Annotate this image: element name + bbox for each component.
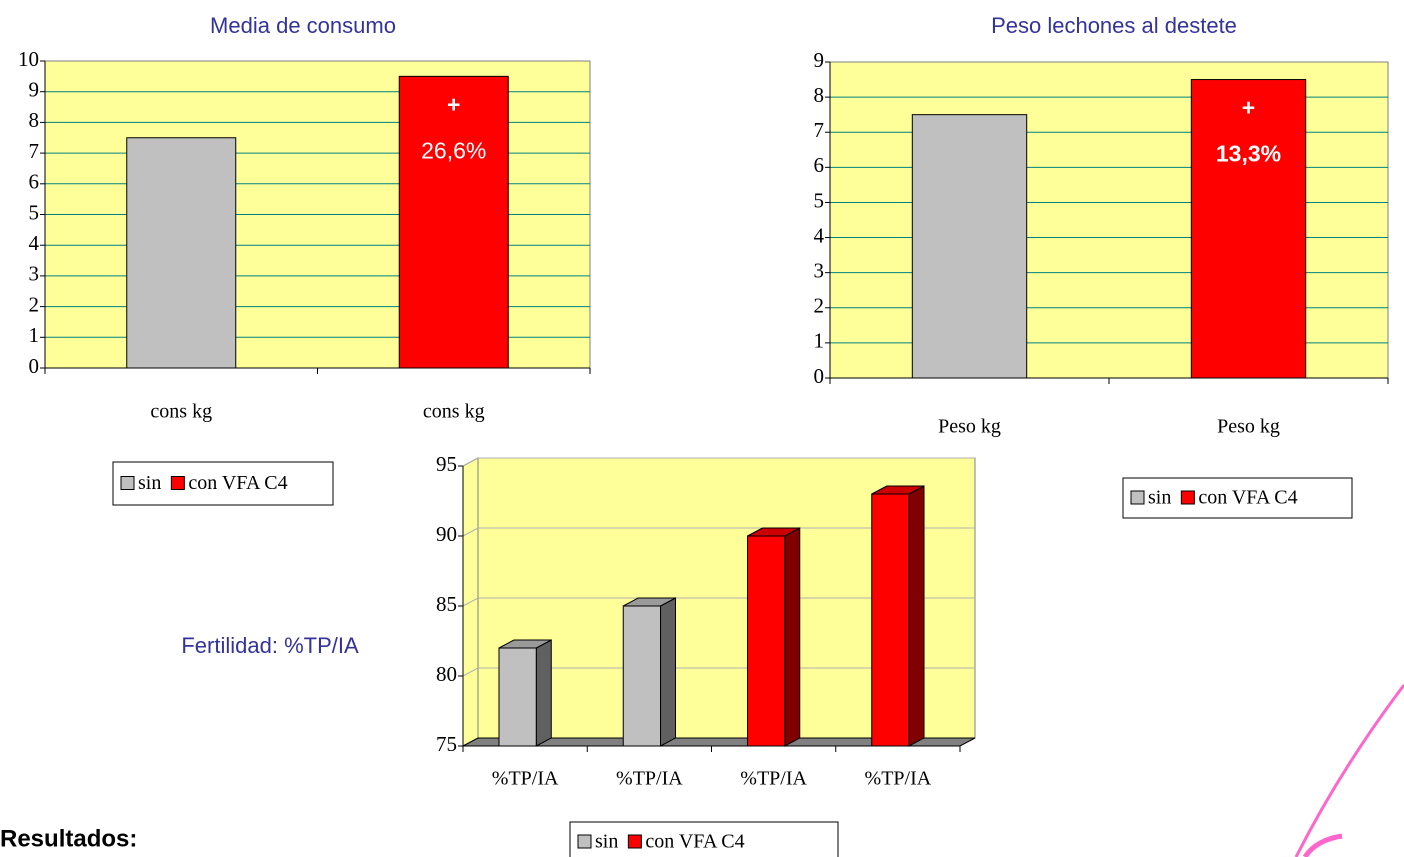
bar-side (908, 485, 925, 747)
annotation: 13,3% (1216, 141, 1281, 167)
bar-side (660, 597, 677, 747)
grid-line (462, 527, 975, 537)
legend-label: sin (595, 831, 618, 853)
annotation: + (1242, 95, 1255, 121)
legend-swatch (1180, 490, 1195, 505)
y-tick-label: 2 (29, 292, 40, 316)
x-tick-label: cons kg (150, 401, 212, 423)
y-tick-label: 2 (814, 294, 825, 318)
heading: Resultados: (0, 825, 137, 852)
legend-swatch (1130, 490, 1145, 505)
bar (1190, 79, 1307, 379)
y-tick-label: 90 (436, 522, 457, 546)
legend-box (112, 461, 334, 506)
y-tick-label: 5 (29, 200, 40, 224)
legend-swatch (170, 476, 185, 490)
x-tick-label: Peso kg (1217, 416, 1280, 438)
y-tick-label: 7 (814, 118, 825, 142)
bar (871, 493, 910, 747)
bar-side (784, 527, 801, 747)
y-tick-label: 0 (29, 354, 40, 378)
y-tick-label: 75 (436, 732, 457, 756)
legend-label: sin (1148, 487, 1171, 509)
chart-title: Media de consumo (210, 13, 396, 38)
grid-line (462, 457, 975, 467)
y-tick-label: 4 (29, 231, 40, 255)
legend-swatch (627, 834, 642, 849)
grid-line (462, 597, 975, 607)
legend-label: con VFA C4 (188, 472, 287, 494)
x-tick-label: Peso kg (938, 416, 1001, 438)
bar (398, 75, 509, 369)
legend-label: sin (138, 472, 161, 494)
y-tick-label: 9 (29, 78, 40, 102)
legend-box (569, 821, 839, 857)
y-tick-label: 6 (814, 153, 825, 177)
y-tick-label: 8 (29, 108, 40, 132)
bar-side (535, 639, 552, 747)
y-tick-label: 80 (436, 662, 457, 686)
bar (911, 114, 1028, 379)
y-tick-label: 10 (18, 47, 39, 71)
decor-line (1294, 684, 1404, 857)
bar (622, 605, 662, 747)
x-tick-label: %TP/IA (492, 768, 559, 790)
x-tick-label: %TP/IA (865, 768, 932, 790)
y-tick-label: 6 (29, 170, 40, 194)
chart-title: Fertilidad: %TP/IA (181, 633, 359, 658)
y-tick-label: 3 (29, 262, 40, 286)
bar (498, 647, 537, 747)
bar (126, 137, 237, 369)
y-tick-label: 5 (814, 188, 825, 212)
y-tick-label: 95 (436, 452, 457, 476)
y-tick-label: 8 (814, 83, 825, 107)
y-tick-label: 1 (29, 323, 40, 347)
y-tick-label: 0 (814, 364, 825, 388)
legend-swatch (120, 476, 135, 490)
y-tick-label: 9 (814, 48, 825, 72)
y-tick-label: 3 (814, 258, 825, 282)
y-tick-label: 7 (29, 139, 40, 163)
bar (746, 535, 786, 747)
y-tick-label: 85 (436, 592, 457, 616)
legend-label: con VFA C4 (645, 831, 744, 853)
chart-title: Peso lechones al destete (991, 13, 1237, 38)
grid-line (462, 667, 975, 677)
y-tick-label: 1 (814, 329, 825, 353)
legend-swatch (577, 834, 592, 849)
x-tick-label: %TP/IA (616, 768, 683, 790)
x-tick-label: %TP/IA (740, 768, 807, 790)
annotation: + (447, 91, 460, 117)
legend-box (1122, 477, 1353, 519)
y-tick-label: 4 (814, 223, 825, 247)
annotation: 26,6% (421, 137, 486, 163)
decor-curve (1302, 833, 1343, 857)
legend-label: con VFA C4 (1198, 487, 1297, 509)
x-tick-label: cons kg (423, 401, 485, 423)
